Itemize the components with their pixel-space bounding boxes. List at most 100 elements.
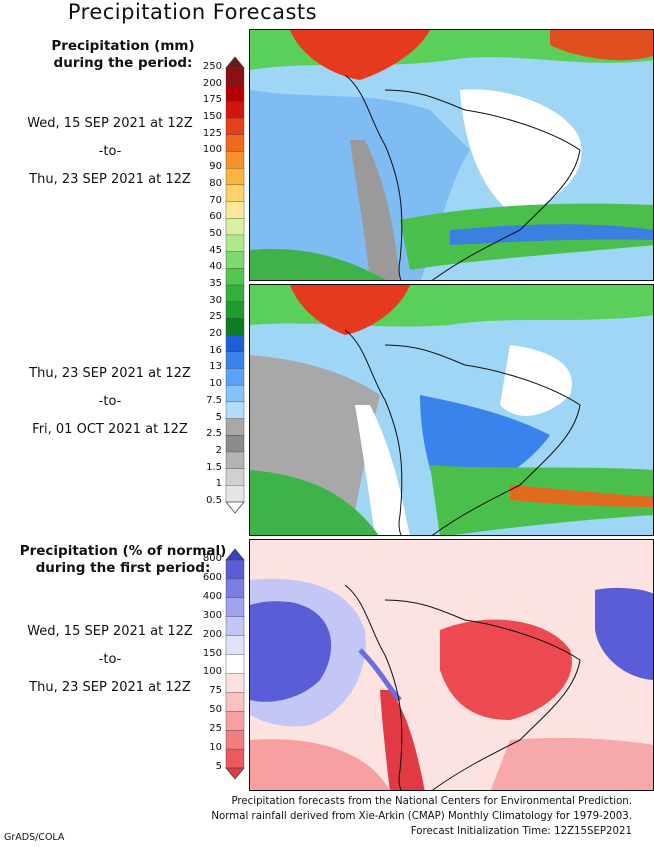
period1-label: Wed, 15 SEP 2021 at 12Z -to- Thu, 23 SEP…: [0, 110, 220, 194]
precip-mm-colorbar-tick-label: 10: [209, 378, 222, 390]
precip-mm-colorbar-tick-label: 70: [209, 194, 222, 206]
precip-mm-colorbar-swatch: [225, 101, 245, 119]
precip-mm-colorbar-tick-label: 0.5: [206, 495, 222, 506]
precip-pct-colorbar-swatch: [225, 673, 245, 693]
precip-pct-colorbar-swatch: [225, 616, 245, 637]
page-title: Precipitation Forecasts: [67, 0, 318, 24]
precip-mm-colorbar-tick-label: 13: [209, 361, 222, 373]
precip-mm-colorbar-swatch: [225, 301, 245, 319]
precip-mm-colorbar-tick-label: 20: [209, 328, 222, 340]
precip-mm-colorbar-swatch: [225, 284, 245, 303]
precip-pct-colorbar-swatch: [225, 729, 245, 750]
precip-pct-colorbar-tick-label: 100: [202, 666, 222, 678]
precip-mm-colorbar-tick-label: 40: [209, 261, 222, 273]
period3-sep: -to-: [98, 652, 122, 667]
precip-map-period1: [249, 29, 654, 281]
precip-mm-colorbar-swatch: [225, 435, 245, 453]
precip-mm-colorbar-tick-label: 80: [209, 177, 222, 189]
footer-line3: Forecast Initialization Time: 12Z15SEP20…: [410, 826, 632, 837]
precip-mm-colorbar-swatch: [225, 334, 245, 353]
period3-label: Wed, 15 SEP 2021 at 12Z -to- Thu, 23 SEP…: [0, 618, 220, 702]
precip-mm-colorbar-tick-label: 150: [202, 111, 222, 123]
precip-mm-colorbar-tick-label: 90: [209, 161, 222, 173]
precip-mm-colorbar-swatch: [225, 201, 245, 219]
period2-end: Fri, 01 OCT 2021 at 12Z: [32, 422, 188, 437]
precip-pct-colorbar-swatch: [225, 559, 245, 580]
precip-pct-colorbar-bottom-arrow: [225, 767, 245, 780]
precip-mm-header: Precipitation (mm) during the period:: [0, 38, 246, 72]
precip-pct-colorbar-swatch: [225, 748, 245, 769]
precip-pct-colorbar-tick-label: 400: [202, 590, 222, 602]
precip-mm-colorbar-swatch: [225, 401, 245, 420]
precip-pct-header-line1: Precipitation (% of normal): [19, 543, 227, 559]
precip-pct-colorbar-swatch: [225, 711, 245, 731]
precip-pct-colorbar-swatch: [225, 597, 245, 618]
precip-mm-colorbar-tick-label: 1.5: [206, 461, 222, 473]
precip-mm-colorbar-tick-label: 250: [202, 61, 222, 72]
precip-mm-colorbar-swatch: [225, 134, 245, 152]
precip-mm-colorbar-tick-label: 2: [215, 444, 222, 456]
precip-pct-colorbar-tick-label: 10: [209, 742, 222, 754]
precip-mm-colorbar-swatch: [225, 485, 245, 503]
precip-mm-colorbar-swatch: [225, 218, 245, 236]
precip-mm-colorbar-swatch: [225, 384, 245, 403]
precip-mm-colorbar-swatch: [225, 234, 245, 253]
precip-mm-header-line2: during the period:: [53, 55, 193, 71]
precip-pct-colorbar-tick-label: 5: [215, 761, 222, 772]
precip-pct-colorbar: [225, 548, 245, 780]
precip-mm-colorbar-tick-label: 1: [215, 478, 222, 490]
precip-mm-colorbar-tick-label: 50: [209, 227, 222, 239]
precip-mm-colorbar-swatch: [225, 318, 245, 336]
period2-start: Thu, 23 SEP 2021 at 12Z: [29, 366, 191, 381]
precip-mm-colorbar: [225, 56, 245, 514]
precip-pct-colorbar-tick-label: 25: [209, 723, 222, 735]
precip-mm-colorbar-tick-label: 35: [209, 278, 222, 289]
period2-sep: -to-: [98, 394, 122, 409]
period1-end: Thu, 23 SEP 2021 at 12Z: [29, 172, 191, 187]
precip-pct-colorbar-swatch: [225, 654, 245, 674]
precip-mm-colorbar-swatch: [225, 251, 245, 269]
precip-mm-colorbar-tick-label: 100: [202, 144, 222, 156]
precip-mm-colorbar-swatch: [225, 451, 245, 470]
footer-notes: Precipitation forecasts from the Nationa…: [211, 794, 632, 839]
precip-mm-colorbar-tick-label: 125: [202, 127, 222, 139]
period1-sep: -to-: [98, 144, 122, 159]
precip-pct-header: Precipitation (% of normal) during the f…: [0, 543, 246, 577]
precip-pct-colorbar-top-arrow: [225, 548, 245, 561]
precip-pct-colorbar-swatch: [225, 635, 245, 656]
precip-mm-colorbar-swatch: [225, 151, 245, 169]
precip-mm-colorbar-swatch: [225, 167, 245, 186]
precip-mm-colorbar-swatch: [225, 368, 245, 386]
precip-mm-colorbar-tick-label: 45: [209, 244, 222, 256]
precip-mm-colorbar-tick-label: 60: [209, 211, 222, 223]
precip-mm-colorbar-swatch: [225, 468, 245, 486]
period3-end: Thu, 23 SEP 2021 at 12Z: [29, 680, 191, 695]
precip-pct-colorbar-tick-label: 800: [202, 553, 222, 564]
precip-mm-colorbar-swatch: [225, 351, 245, 369]
precip-mm-colorbar-swatch: [225, 117, 245, 136]
precip-pct-colorbar-tick-label: 300: [202, 609, 222, 621]
credit-label: GrADS/COLA: [4, 832, 65, 843]
precip-pct-colorbar-swatch: [225, 578, 245, 599]
precip-pct-colorbar-tick-label: 600: [202, 571, 222, 583]
precip-mm-colorbar-tick-label: 200: [202, 77, 222, 89]
precip-pct-map-period1: [249, 539, 654, 791]
precip-mm-colorbar-tick-label: 5: [215, 411, 222, 423]
precip-pct-colorbar-tick-label: 75: [209, 685, 222, 697]
precip-mm-header-line1: Precipitation (mm): [51, 38, 195, 54]
precip-mm-colorbar-tick-label: 16: [209, 344, 222, 356]
period1-start: Wed, 15 SEP 2021 at 12Z: [27, 116, 193, 131]
precip-mm-colorbar-swatch: [225, 268, 245, 286]
precip-mm-colorbar-tick-label: 175: [202, 94, 222, 106]
precip-mm-colorbar-swatch: [225, 67, 245, 86]
precip-pct-colorbar-swatch: [225, 692, 245, 712]
precip-mm-colorbar-swatch: [225, 84, 245, 102]
precip-mm-colorbar-tick-label: 7.5: [206, 394, 222, 406]
precip-pct-colorbar-tick-label: 50: [209, 704, 222, 716]
precip-mm-colorbar-swatch: [225, 418, 245, 436]
precip-pct-colorbar-tick-label: 150: [202, 647, 222, 659]
period3-start: Wed, 15 SEP 2021 at 12Z: [27, 624, 193, 639]
footer-line2: Normal rainfall derived from Xie-Arkin (…: [211, 811, 632, 822]
precip-mm-colorbar-top-arrow: [225, 56, 245, 69]
precip-pct-header-line2: during the first period:: [35, 560, 211, 576]
